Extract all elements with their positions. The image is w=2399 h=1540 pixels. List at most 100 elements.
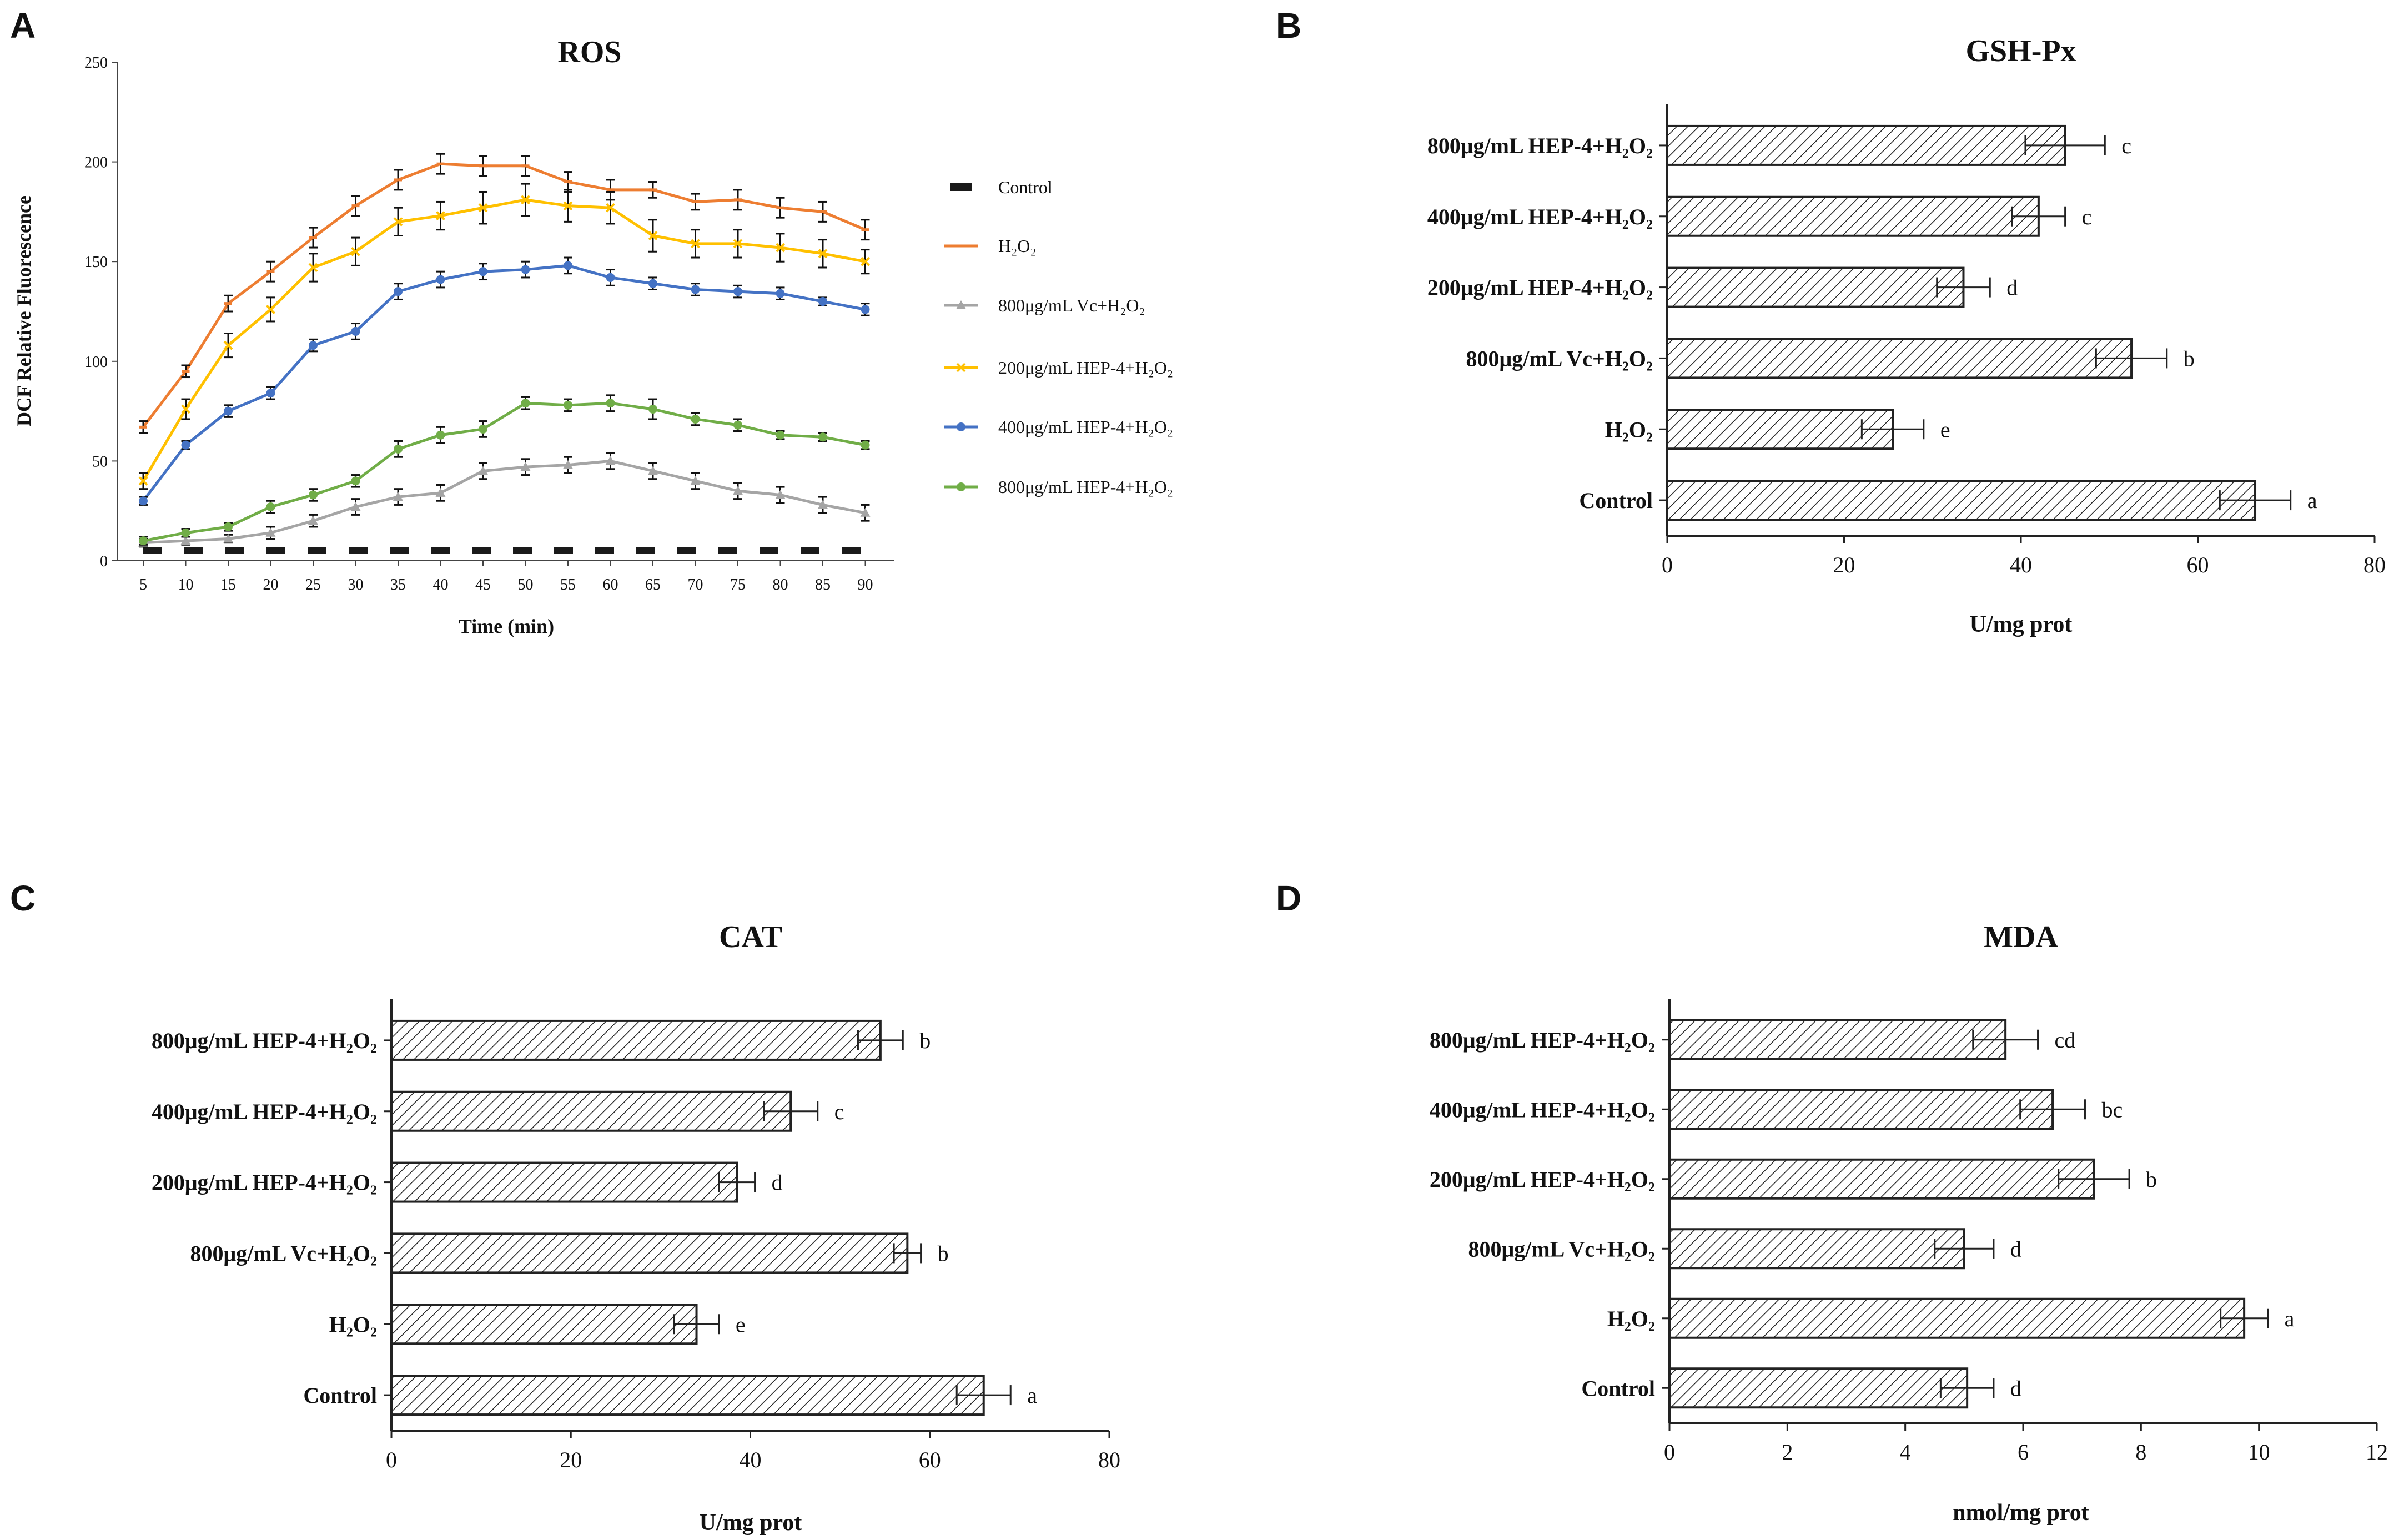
significance-letter: d	[772, 1170, 783, 1195]
significance-letter: cd	[2055, 1028, 2076, 1053]
y-tick-label: 200	[84, 154, 108, 172]
data-point	[521, 195, 530, 205]
data-point	[436, 430, 445, 440]
bar	[390, 1019, 882, 1061]
category-label: Control	[1581, 1376, 1655, 1401]
x-tick-label: 12	[2366, 1440, 2388, 1464]
data-point	[351, 476, 360, 486]
data-point	[691, 285, 700, 294]
significance-letter: bc	[2101, 1097, 2123, 1122]
bar	[1666, 409, 1894, 450]
x-tick-label: 5	[139, 576, 147, 593]
legend-marker	[956, 300, 966, 309]
series-line	[142, 162, 866, 428]
significance-letter: a	[2307, 488, 2317, 513]
chart-cat: CAT 0 20 40 60 80 U/mg prot 800μg/mL HEP-4+H₂O₂…	[152, 920, 1120, 1536]
data-point	[266, 502, 275, 512]
data-point	[733, 287, 742, 296]
data-point	[564, 400, 572, 410]
category-label: 400μg/mL HEP-4+H₂O₂	[1427, 204, 1653, 229]
bar	[1666, 124, 2066, 166]
panel-label-c: C	[10, 878, 36, 918]
bar	[1666, 338, 2133, 379]
bar	[1666, 266, 1965, 308]
x-tick-label: 8	[2135, 1440, 2146, 1464]
data-point	[691, 239, 700, 249]
data-point	[309, 490, 318, 500]
chart-gsh-px: GSH-Px 0 20 40 60 80 U/mg prot 800μg/mL HEP-4+H…	[1427, 34, 2386, 637]
data-point	[309, 341, 318, 350]
x-axis-label: Time (min)	[459, 615, 554, 637]
data-point	[394, 287, 403, 296]
data-point	[393, 492, 403, 501]
data-point	[733, 420, 742, 430]
data-point	[818, 249, 828, 259]
x-tick-label: 80	[2363, 552, 2386, 577]
x-tick-label: 85	[815, 576, 831, 593]
series-line	[142, 198, 866, 482]
significance-letter: c	[2121, 133, 2131, 158]
data-point	[861, 256, 870, 266]
data-point	[520, 462, 531, 471]
data-point	[181, 404, 190, 414]
x-tick-label: 2	[1782, 1440, 1793, 1464]
x-tick-label: 60	[603, 576, 618, 593]
data-point	[478, 466, 488, 475]
x-tick-label: 70	[688, 576, 703, 593]
data-point	[180, 536, 191, 545]
data-point	[521, 265, 530, 274]
x-tick-label: 35	[390, 576, 406, 593]
significance-letter: b	[919, 1028, 931, 1053]
data-point	[691, 414, 700, 424]
series-4	[139, 256, 870, 506]
data-point	[564, 261, 572, 270]
x-tick-label: 30	[348, 576, 364, 593]
x-tick-label: 75	[730, 576, 746, 593]
significance-letter: d	[2006, 275, 2018, 300]
data-point	[436, 211, 445, 220]
x-tick-label: 80	[1098, 1447, 1120, 1472]
significance-letter: c	[2082, 204, 2092, 229]
x-tick-label: 40	[433, 576, 449, 593]
data-point	[224, 406, 233, 416]
data-point	[818, 500, 828, 509]
significance-letter: a	[1027, 1383, 1037, 1408]
data-point	[223, 534, 233, 543]
x-tick-label: 60	[919, 1447, 941, 1472]
x-tick-label: 55	[560, 576, 576, 593]
category-label: 800μg/mL Vc+H₂O₂	[1466, 346, 1653, 371]
category-label: 200μg/mL HEP-4+H₂O₂	[1427, 275, 1653, 300]
legend-marker	[957, 482, 965, 491]
x-tick-label: 45	[475, 576, 491, 593]
data-point	[223, 340, 233, 350]
legend-marker	[956, 363, 966, 373]
panel-label-b: B	[1276, 6, 1301, 46]
bar	[1668, 1019, 2007, 1060]
data-point	[563, 460, 573, 469]
x-tick-label: 10	[2248, 1440, 2270, 1464]
data-point	[733, 239, 743, 249]
significance-letter: c	[834, 1099, 844, 1124]
data-point	[479, 424, 487, 434]
chart-title-cat: CAT	[719, 920, 782, 954]
x-axis-label: U/mg prot	[1970, 612, 2073, 637]
series-line	[143, 401, 866, 542]
category-label: H₂O₂	[329, 1312, 377, 1337]
x-tick-label: 0	[1664, 1440, 1675, 1464]
bar	[390, 1375, 985, 1416]
data-point	[436, 275, 445, 284]
bar	[1668, 1367, 1969, 1409]
x-tick-label: 15	[220, 576, 236, 593]
data-point	[351, 246, 360, 256]
data-point	[606, 203, 615, 213]
bar	[1668, 1158, 2095, 1200]
category-label: 200μg/mL HEP-4+H₂O₂	[1430, 1167, 1655, 1192]
data-point	[775, 490, 786, 499]
significance-letter: a	[2285, 1306, 2295, 1331]
data-point	[478, 203, 488, 213]
series-line	[142, 264, 866, 502]
data-point	[861, 440, 870, 450]
bar	[1666, 195, 2040, 237]
data-point	[139, 496, 148, 506]
